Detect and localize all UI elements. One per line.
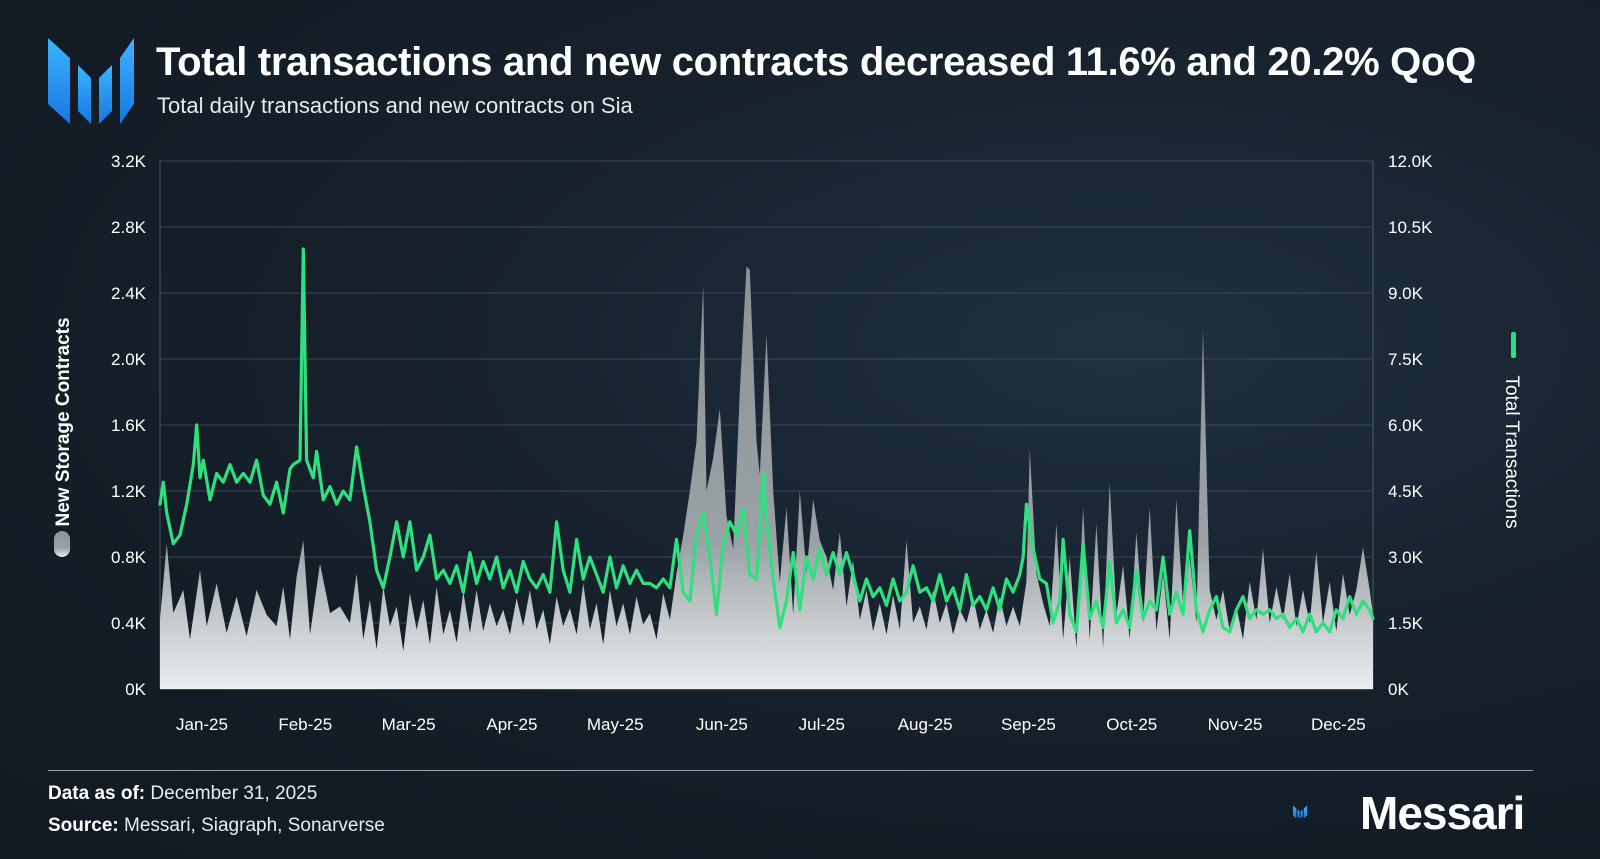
left-tick-label: 0.4K [111, 614, 147, 633]
left-axis-label: New Storage Contracts [53, 317, 74, 526]
left-axis-title: New Storage Contracts [53, 317, 74, 526]
brand-logo-icon [1293, 805, 1308, 819]
transactions-line [158, 247, 1375, 634]
left-tick-label: 2.0K [111, 350, 147, 369]
left-tick-label: 0.8K [111, 548, 147, 567]
left-tick-label: 1.2K [111, 482, 147, 501]
chart: 0K 0.4K 0.8K 1.2K 1.6K 2.0K 2.4K 2.8K 3.2K 0K 1.5… [53, 152, 1522, 734]
x-tick-label: Nov-25 [1208, 715, 1263, 734]
chart-title: Total transactions and new contracts dec… [156, 40, 1476, 84]
x-tick-label: Jul-25 [799, 715, 845, 734]
x-tick-label: Dec-25 [1311, 715, 1366, 734]
right-tick-label: 1.5K [1388, 614, 1424, 633]
contracts-legend-swatch [54, 531, 70, 557]
source-label: Source: [48, 815, 119, 836]
right-axis-label: Total Transactions [1501, 375, 1522, 528]
right-tick-label: 3.0K [1388, 548, 1424, 567]
data-as-of-label: Data as of: [48, 783, 146, 804]
data-as-of: Data as of: December 31, 2025 [48, 783, 317, 805]
left-tick-label: 3.2K [111, 152, 147, 171]
left-axis-ticks: 0K 0.4K 0.8K 1.2K 1.6K 2.0K 2.4K 2.8K 3.2K [111, 152, 147, 699]
right-tick-label: 9.0K [1388, 284, 1424, 303]
x-tick-label: Jun-25 [696, 715, 748, 734]
footer-divider [48, 770, 1533, 771]
right-tick-label: 6.0K [1388, 416, 1424, 435]
data-as-of-value: December 31, 2025 [150, 783, 318, 804]
x-tick-label: Aug-25 [898, 715, 953, 734]
x-tick-label: Jan-25 [176, 715, 228, 734]
chart-subtitle: Total daily transactions and new contrac… [157, 93, 633, 118]
left-tick-label: 2.8K [111, 218, 147, 237]
right-tick-label: 4.5K [1388, 482, 1424, 501]
source-value: Messari, Siagraph, Sonarverse [124, 815, 385, 836]
left-tick-label: 2.4K [111, 284, 147, 303]
x-tick-label: May-25 [587, 715, 644, 734]
right-tick-label: 7.5K [1388, 350, 1424, 369]
left-tick-label: 1.6K [111, 416, 147, 435]
right-tick-label: 12.0K [1388, 152, 1433, 171]
x-tick-label: Oct-25 [1106, 715, 1157, 734]
right-tick-label: 10.5K [1388, 218, 1433, 237]
right-axis-ticks: 0K 1.5K 3.0K 4.5K 6.0K 7.5K 9.0K 10.5K 12.0K [1388, 152, 1433, 699]
source: Source: Messari, Siagraph, Sonarverse [48, 815, 385, 837]
right-tick-label: 0K [1388, 680, 1409, 699]
x-tick-label: Sep-25 [1001, 715, 1056, 734]
messari-logo-icon [48, 38, 134, 124]
left-tick-label: 0K [125, 680, 146, 699]
transactions-legend-swatch [1511, 332, 1516, 358]
right-axis-title: Total Transactions [1501, 375, 1522, 528]
x-tick-label: Mar-25 [382, 715, 436, 734]
contracts-area [160, 266, 1373, 689]
x-axis-ticks: Jan-25 Feb-25 Mar-25 Apr-25 May-25 Jun-25 Jul-… [176, 715, 1366, 734]
brand-name: Messari [1360, 787, 1525, 839]
x-tick-label: Apr-25 [486, 715, 537, 734]
x-tick-label: Feb-25 [278, 715, 332, 734]
